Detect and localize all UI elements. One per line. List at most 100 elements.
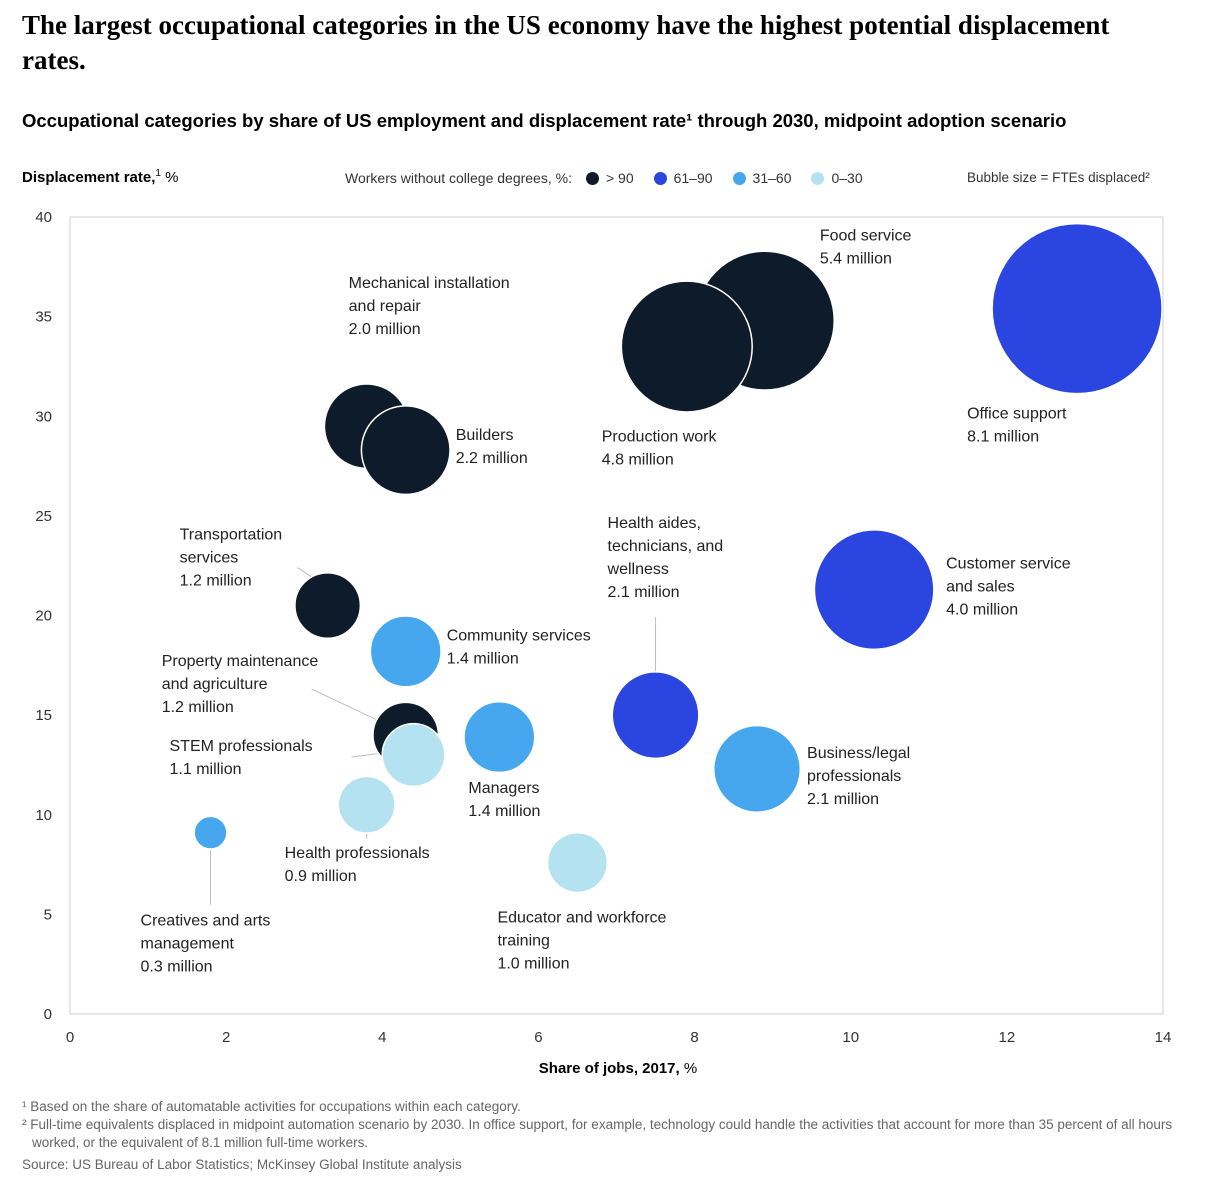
bubble-customer-service-and-sales <box>813 529 935 651</box>
y-tick-label: 0 <box>44 1006 52 1023</box>
chart-axes: 0 5 10 15 20 25 30 35 40 0 2 4 6 8 10 12 14 <box>35 209 1171 1046</box>
bubble-labels: Office support 8.1 million Food service 5.4… <box>141 228 1071 976</box>
legend-swatch <box>732 171 746 185</box>
bubble-label-community-services: Community services 1.4 million <box>447 627 591 667</box>
bubble-label-line: 1.2 million <box>162 699 234 716</box>
bubble-label-line: Food service <box>820 228 912 245</box>
x-axis-label-text: Share of jobs, 2017, <box>538 1060 680 1077</box>
bubble-label-line: and repair <box>349 298 422 315</box>
bubble-label-line: Office support <box>967 406 1067 423</box>
plot-frame <box>69 216 1164 1015</box>
y-tick-label: 25 <box>35 508 52 525</box>
x-tick-label: 2 <box>222 1029 230 1046</box>
bubble-label-line: 1.4 million <box>468 803 540 820</box>
footnotes: ¹ Based on the share of automatable acti… <box>22 1098 1182 1174</box>
bubble-label-line: training <box>497 933 549 950</box>
legend-label: > 90 <box>605 170 634 186</box>
bubble-label-line: Health aides, <box>608 515 701 532</box>
bubble-label-line: wellness <box>607 561 669 578</box>
bubble-label-line: 1.4 million <box>447 650 519 667</box>
bubble-label-line: Mechanical installation <box>349 275 510 292</box>
legend-label: 61–90 <box>673 170 713 186</box>
x-tick-label: 8 <box>690 1029 698 1046</box>
legend-title: Workers without college degrees, %: <box>345 170 572 186</box>
legend-swatch <box>811 171 825 185</box>
bubble-managers <box>463 700 536 774</box>
legend-item: 31–60 <box>732 170 792 186</box>
bubble-label-health-aides-technicians-and-wellness: Health aides, technicians, and wellness 2.1… <box>607 515 724 601</box>
y-axis-label-unit: % <box>160 169 179 186</box>
y-tick-label: 10 <box>35 807 52 824</box>
bubble-transportation-services <box>294 572 362 640</box>
bubble-label-production-work: Production work 4.8 million <box>602 429 718 469</box>
bubble-label-line: 5.4 million <box>820 251 892 268</box>
chart-title: The largest occupational categories in t… <box>22 10 1110 75</box>
y-tick-label: 20 <box>35 608 52 625</box>
bubble-production-work <box>620 280 753 413</box>
x-tick-label: 4 <box>378 1029 386 1046</box>
bubbles <box>193 222 1163 894</box>
y-axis-label: Displacement rate,1 % <box>22 168 178 186</box>
bubble-label-line: Educator and workforce <box>497 910 666 927</box>
bubble-label-customer-service-and-sales: Customer service and sales 4.0 million <box>946 556 1071 619</box>
y-axis-label-text: Displacement rate, <box>22 169 156 186</box>
bubble-label-property-maintenance-and-agriculture: Property maintenance and agriculture 1.2 m… <box>162 653 319 716</box>
bubble-label-line: 1.0 million <box>497 956 569 973</box>
x-tick-label: 6 <box>534 1029 542 1046</box>
bubble-label-line: 8.1 million <box>967 429 1039 446</box>
bubble-label-educator-and-workforce-training: Educator and workforce training 1.0 millio… <box>497 910 666 973</box>
bubble-label-office-support: Office support 8.1 million <box>967 406 1067 446</box>
bubble-label-food-service: Food service 5.4 million <box>820 228 912 268</box>
bubble-size-note: Bubble size = FTEs displaced² <box>967 170 1150 185</box>
bubble-label-line: and agriculture <box>162 676 268 693</box>
bubble-label-line: Creatives and arts <box>141 913 271 930</box>
bubble-label-transportation-services: Transportation services 1.2 million <box>180 527 283 590</box>
bubble-label-line: services <box>180 550 239 567</box>
bubble-label-line: Production work <box>602 429 718 446</box>
bubble-label-line: technicians, and <box>608 538 724 555</box>
legend-label: 31–60 <box>752 170 792 186</box>
legend-label: 0–30 <box>831 170 863 186</box>
bubble-educator-and-workforce-training <box>546 831 609 894</box>
source-note: Source: US Bureau of Labor Statistics; M… <box>22 1157 462 1172</box>
bubble-label-line: professionals <box>807 768 901 785</box>
bubble-chart: 0 5 10 15 20 25 30 35 40 0 2 4 6 8 10 12 14 Office suppo… <box>35 209 1171 1046</box>
y-tick-label: 30 <box>35 408 52 425</box>
legend-item: > 90 <box>585 170 634 186</box>
bubble-label-line: STEM professionals <box>170 738 313 755</box>
legend: Workers without college degrees, %: > 90… <box>345 170 883 186</box>
bubble-label-business-legal-professionals: Business/legal professionals 2.1 million <box>807 745 910 808</box>
bubble-label-line: Property maintenance <box>162 653 319 670</box>
bubble-builders <box>360 405 451 496</box>
x-tick-label: 12 <box>999 1029 1016 1046</box>
y-tick-label: 35 <box>35 309 52 326</box>
bubble-label-line: 2.1 million <box>608 584 680 601</box>
legend-item: 61–90 <box>653 170 713 186</box>
x-axis-label: Share of jobs, 2017, % <box>0 1060 1228 1077</box>
bubble-label-stem-professionals: STEM professionals 1.1 million <box>170 738 313 778</box>
bubble-office-support <box>991 222 1163 395</box>
y-axis-label-footnote: 1 <box>155 168 161 179</box>
y-tick-label: 15 <box>35 707 52 724</box>
bubble-label-line: 2.1 million <box>807 791 879 808</box>
bubble-label-line: 0.9 million <box>285 868 357 885</box>
x-axis-label-unit: % <box>679 1060 698 1077</box>
bubble-health-aides-technicians-and-wellness <box>611 671 700 760</box>
bubble-label-line: 1.2 million <box>180 573 252 590</box>
bubble-label-managers: Managers 1.4 million <box>468 780 540 820</box>
bubble-label-creatives-and-arts-management: Creatives and arts management 0.3 million <box>141 913 271 976</box>
bubble-label-line: 1.1 million <box>170 761 242 778</box>
bubble-label-builders: Builders 2.2 million <box>456 427 528 467</box>
bubble-stem-professionals <box>381 722 446 788</box>
bubble-label-line: 2.0 million <box>349 321 421 338</box>
y-tick-label: 5 <box>44 906 52 923</box>
bubble-label-line: Community services <box>447 627 591 644</box>
bubble-label-health-professionals: Health professionals 0.9 million <box>285 845 430 885</box>
leader-lines <box>210 567 657 905</box>
bubble-label-mechanical-installation-and-repair: Mechanical installation and repair 2.0 mil… <box>349 275 510 338</box>
x-tick-label: 10 <box>842 1029 859 1046</box>
legend-item: 0–30 <box>811 170 863 186</box>
bubble-health-professionals <box>337 775 396 834</box>
footnote-1: ¹ Based on the share of automatable acti… <box>22 1099 521 1114</box>
bubble-label-line: 4.8 million <box>602 452 674 469</box>
